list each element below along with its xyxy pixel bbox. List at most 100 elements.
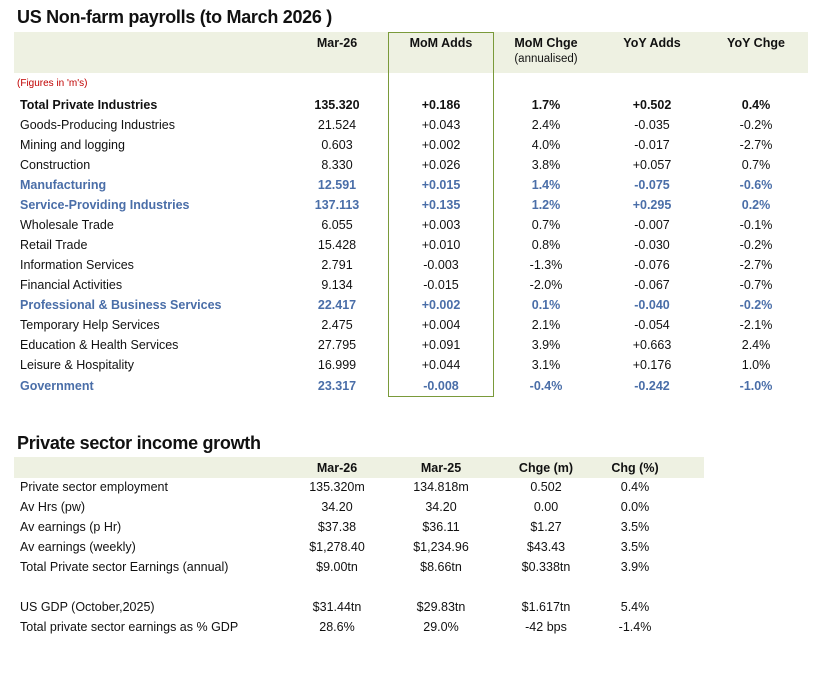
header-mom-chge-sub: (annualised)	[514, 53, 578, 65]
row-value: $0.338tn	[521, 560, 571, 574]
row-label: Government	[20, 379, 94, 393]
row-value: 15.428	[317, 238, 357, 252]
row-value: 0.502	[530, 480, 562, 494]
row-value: +0.043	[421, 118, 461, 132]
header-mom-chge-label: MoM Chge	[514, 36, 578, 50]
row-value: $1,234.96	[413, 540, 469, 554]
row-value: 0.8%	[531, 238, 561, 252]
row-value: +0.135	[421, 198, 461, 212]
row-value: 3.1%	[531, 358, 561, 372]
row-value: -0.003	[423, 258, 459, 272]
income-title: Private sector income growth	[17, 433, 261, 453]
row-label: Leisure & Hospitality	[20, 358, 134, 372]
row-label: Goods-Producing Industries	[20, 118, 175, 132]
row-value: -0.030	[634, 238, 670, 252]
row-value: $8.66tn	[420, 560, 462, 574]
row-value: 0.603	[321, 138, 353, 152]
row-value: 3.5%	[620, 520, 650, 534]
row-value: 12.591	[317, 178, 357, 192]
row-value: 2.1%	[531, 318, 561, 332]
row-value: 0.7%	[741, 158, 771, 172]
income-header-chg-pct: Chg (%)	[611, 461, 659, 475]
figures-note: (Figures in 'm's)	[17, 78, 88, 89]
row-value: -0.008	[423, 379, 459, 393]
row-label: Retail Trade	[20, 238, 88, 252]
row-value: -2.7%	[739, 258, 773, 272]
row-value: +0.003	[421, 218, 461, 232]
row-value: 1.2%	[531, 198, 561, 212]
row-value: -0.040	[634, 298, 670, 312]
row-label: Av earnings (p Hr)	[20, 520, 122, 534]
mom-adds-highlight-box	[388, 32, 494, 397]
row-value: 0.0%	[620, 500, 650, 514]
row-value: 6.055	[321, 218, 353, 232]
row-value: 0.2%	[741, 198, 771, 212]
row-value: 8.330	[321, 158, 353, 172]
row-value: 29.0%	[423, 620, 459, 634]
row-value: $37.38	[317, 520, 357, 534]
table-row: Mining and logging 0.603 +0.002 4.0% -0.017 -…	[0, 136, 828, 156]
table-row: Retail Trade 15.428 +0.010 0.8% -0.030 -0.2%	[0, 236, 828, 256]
row-value: -0.067	[634, 278, 670, 292]
row-value: $31.44tn	[312, 600, 362, 614]
row-value: 2.4%	[741, 338, 771, 352]
row-label: Av Hrs (pw)	[20, 500, 86, 514]
row-value: 135.320	[314, 98, 360, 112]
payrolls-title: US Non-farm payrolls (to March 2026 )	[17, 7, 332, 27]
row-value: -0.2%	[739, 298, 773, 312]
row-value: $29.83tn	[416, 600, 466, 614]
table-row: Financial Activities 9.134 -0.015 -2.0% -0.0…	[0, 276, 828, 296]
row-value: 135.320m	[309, 480, 365, 494]
row-label: Construction	[20, 158, 91, 172]
row-value: $9.00tn	[316, 560, 358, 574]
row-value: 9.134	[321, 278, 353, 292]
row-value: $1,278.40	[309, 540, 365, 554]
row-value: +0.002	[421, 138, 461, 152]
row-value: -1.3%	[529, 258, 563, 272]
row-label: Service-Providing Industries	[20, 198, 190, 212]
income-header-band	[14, 457, 704, 478]
table-row: Manufacturing 12.591 +0.015 1.4% -0.075 -0.6%	[0, 176, 828, 196]
row-value: +0.502	[632, 98, 672, 112]
table-row: Private sector employment 135.320m 134.818…	[0, 478, 828, 498]
row-value: 0.4%	[741, 98, 771, 112]
row-label: Temporary Help Services	[20, 318, 160, 332]
row-label: Professional & Business Services	[20, 298, 222, 312]
row-value: $1.27	[530, 520, 562, 534]
row-value: 1.7%	[531, 98, 561, 112]
row-value: +0.026	[421, 158, 461, 172]
row-value: -0.015	[423, 278, 459, 292]
row-label: Total private sector earnings as % GDP	[20, 620, 239, 634]
row-value: +0.057	[632, 158, 672, 172]
row-value: 3.9%	[620, 560, 650, 574]
row-value: +0.004	[421, 318, 461, 332]
row-value: 21.524	[317, 118, 357, 132]
row-value: 1.4%	[531, 178, 561, 192]
row-value: 2.791	[321, 258, 353, 272]
table-row: Temporary Help Services 2.475 +0.004 2.1% -0…	[0, 316, 828, 336]
row-value: 22.417	[317, 298, 357, 312]
table-row: Leisure & Hospitality 16.999 +0.044 3.1% +0.…	[0, 356, 828, 376]
table-row: Construction 8.330 +0.026 3.8% +0.057 0.7%	[0, 156, 828, 176]
table-row: US GDP (October,2025) $31.44tn $29.83tn $1.…	[0, 598, 828, 618]
row-value: 34.20	[425, 500, 457, 514]
payrolls-header-band	[14, 32, 808, 73]
row-value: -42 bps	[525, 620, 567, 634]
row-value: -0.076	[634, 258, 670, 272]
table-row: Service-Providing Industries 137.113 +0.13…	[0, 196, 828, 216]
row-value: 2.4%	[531, 118, 561, 132]
row-value: +0.091	[421, 338, 461, 352]
row-value: 0.7%	[531, 218, 561, 232]
row-value: $43.43	[526, 540, 566, 554]
table-row: Wholesale Trade 6.055 +0.003 0.7% -0.007 -0.1…	[0, 216, 828, 236]
table-row: Total Private Industries 135.320 +0.186 1.7…	[0, 96, 828, 116]
row-label: Av earnings (weekly)	[20, 540, 136, 554]
row-label: Total Private sector Earnings (annual)	[20, 560, 229, 574]
row-value: 134.818m	[413, 480, 469, 494]
row-value: 3.5%	[620, 540, 650, 554]
row-value: 3.8%	[531, 158, 561, 172]
row-value: -0.2%	[739, 118, 773, 132]
table-row: Av earnings (p Hr) $37.38 $36.11 $1.27 3.5%	[0, 518, 828, 538]
row-value: -0.4%	[529, 379, 563, 393]
table-row: Education & Health Services 27.795 +0.091 3…	[0, 336, 828, 356]
